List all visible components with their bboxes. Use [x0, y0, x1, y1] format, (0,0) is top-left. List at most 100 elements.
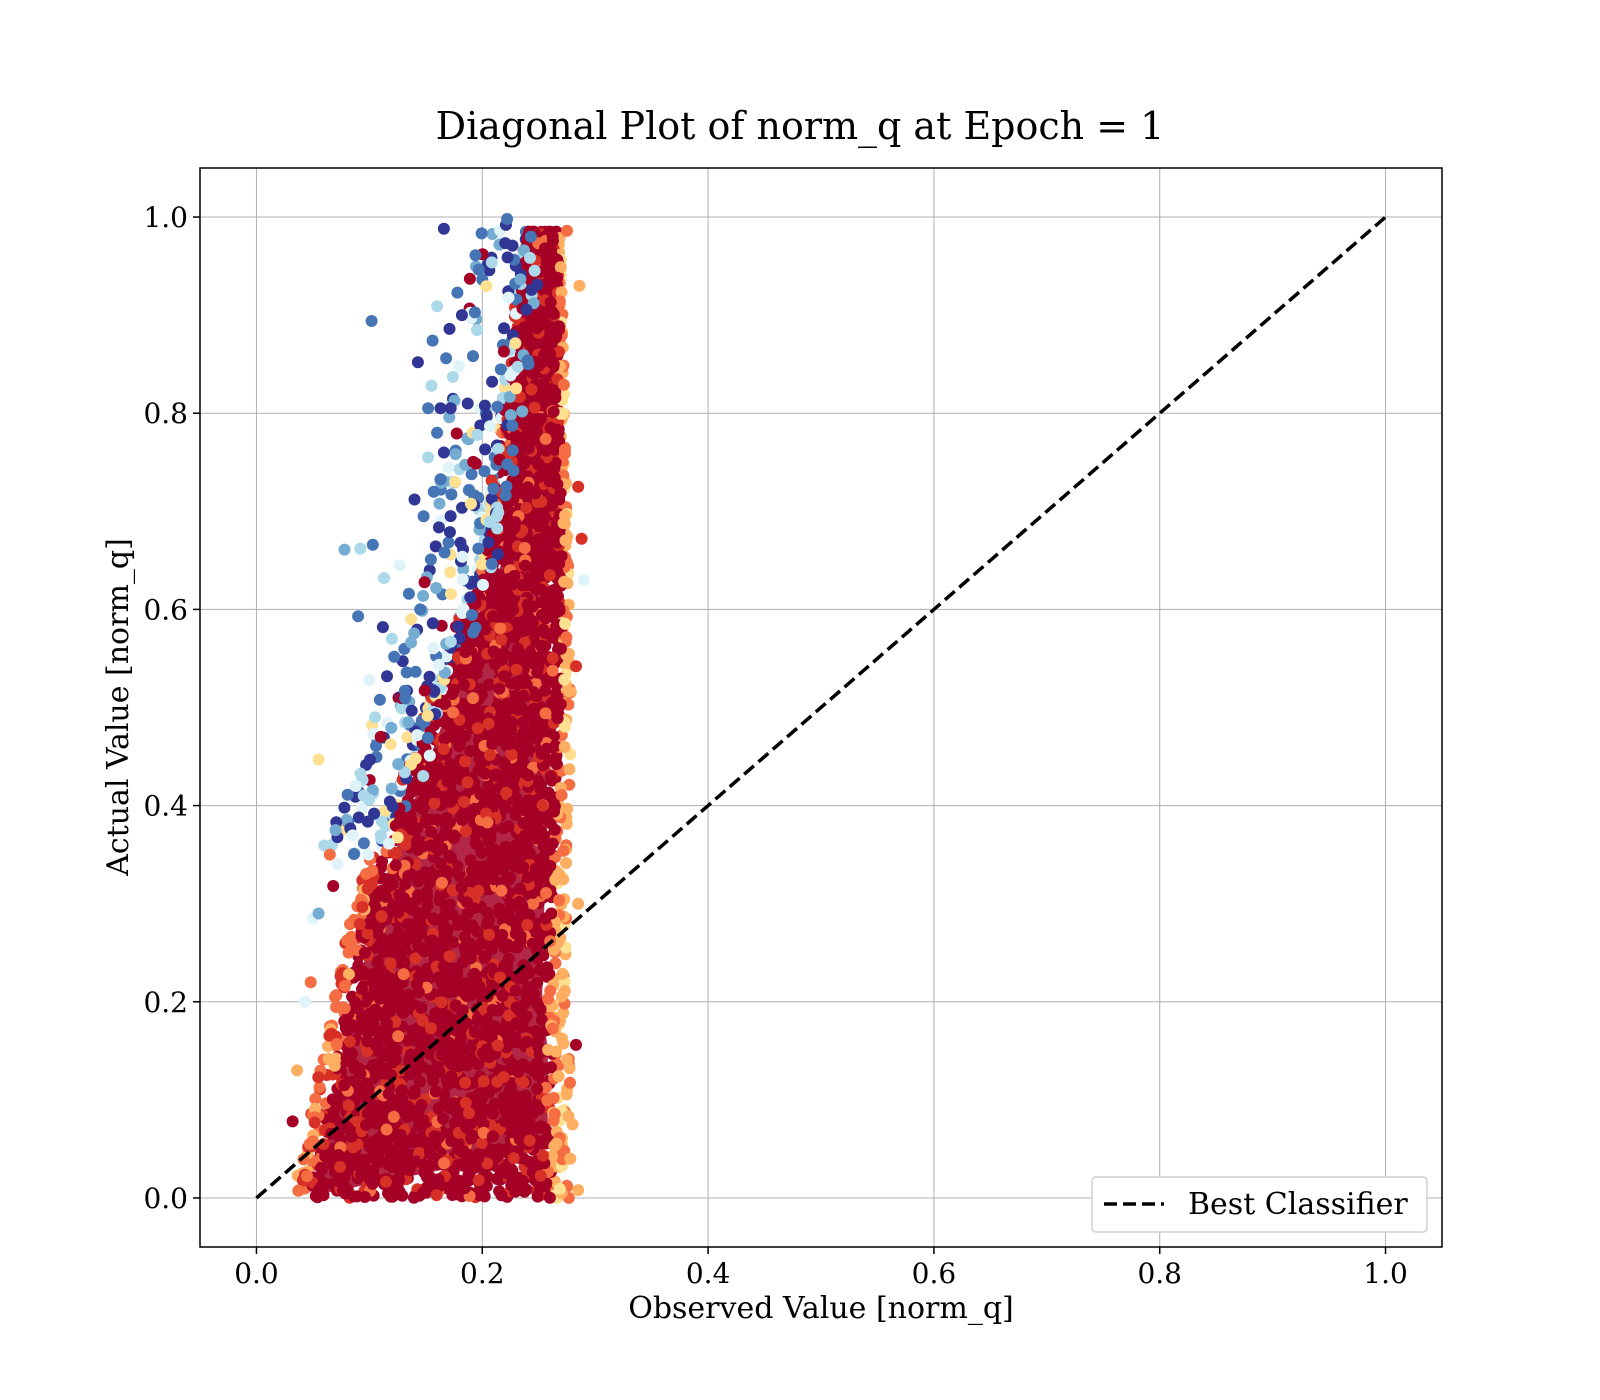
scatter-point [379, 969, 392, 982]
scatter-point [509, 429, 522, 442]
scatter-point [499, 489, 512, 502]
scatter-point [376, 986, 389, 999]
scatter-point [393, 559, 406, 572]
scatter-point [501, 251, 514, 264]
scatter-point [563, 685, 576, 698]
scatter-point [478, 465, 491, 478]
scatter-point [441, 791, 454, 803]
scatter-point [323, 848, 336, 861]
scatter-point [491, 1075, 504, 1088]
scatter-point [477, 578, 489, 591]
scatter-point [528, 264, 541, 277]
scatter-point [363, 1140, 376, 1153]
scatter-point [446, 688, 459, 701]
scatter-point [555, 789, 568, 802]
scatter-point [558, 575, 571, 588]
legend-box [1091, 1176, 1428, 1233]
scatter-point [347, 1141, 360, 1154]
scatter-point [468, 306, 481, 319]
scatter-point [434, 857, 447, 870]
scatter-point [355, 802, 368, 815]
scatter-point [535, 1013, 548, 1026]
scatter-point [448, 829, 461, 842]
scatter-point [493, 971, 506, 984]
scatter-point [385, 782, 398, 795]
scatter-point [423, 670, 436, 683]
scatter-point [480, 918, 493, 931]
scatter-point [509, 629, 522, 641]
scatter-point [454, 1044, 467, 1057]
scatter-point [501, 697, 514, 710]
scatter-point [479, 623, 492, 636]
scatter-point [553, 604, 566, 617]
scatter-point [521, 598, 534, 611]
scatter-point [501, 938, 514, 951]
scatter-point [547, 358, 560, 371]
scatter-point [390, 847, 403, 860]
scatter-point [492, 796, 505, 809]
scatter-point [426, 334, 439, 347]
y-tick-label: 0.4 [143, 790, 188, 823]
scatter-point [421, 962, 433, 975]
scatter-point [511, 972, 524, 985]
scatter-point [391, 831, 404, 844]
scatter-point [412, 889, 424, 901]
scatter-point [378, 572, 390, 584]
scatter-point [411, 729, 424, 742]
scatter-point [541, 1094, 554, 1107]
scatter-point [352, 811, 365, 824]
scatter-point [304, 976, 317, 989]
scatter-point [313, 1081, 326, 1094]
scatter-point [537, 1149, 549, 1162]
scatter-point [482, 717, 495, 730]
scatter-point [421, 731, 434, 744]
scatter-point [479, 828, 492, 841]
scatter-point [546, 1022, 559, 1035]
scatter-point [444, 566, 457, 579]
scatter-point [291, 1064, 304, 1077]
scatter-point [526, 937, 539, 950]
scatter-point [541, 529, 554, 541]
scatter-point [319, 1150, 332, 1163]
scatter-point [534, 1003, 547, 1016]
scatter-point [486, 738, 499, 750]
scatter-point [472, 263, 485, 276]
scatter-point [354, 542, 367, 555]
scatter-point [534, 964, 547, 977]
scatter-point [504, 409, 517, 422]
scatter-point [316, 1179, 328, 1192]
scatter-point [381, 1017, 393, 1030]
scatter-point [428, 786, 441, 799]
scatter-point [389, 1053, 402, 1066]
scatter-point [430, 1189, 443, 1202]
scatter-point [484, 420, 496, 433]
scatter-point [398, 859, 411, 872]
scatter-point [376, 621, 389, 634]
scatter-point [464, 874, 477, 887]
legend: Best Classifier [1091, 1176, 1428, 1233]
scatter-point [509, 847, 522, 860]
scatter-point [408, 493, 421, 506]
scatter-point [379, 890, 392, 903]
scatter-point [397, 968, 410, 981]
scatter-point [546, 1150, 559, 1163]
scatter-point [389, 1131, 402, 1144]
scatter-point [437, 1112, 449, 1125]
scatter-point [525, 383, 538, 396]
scatter-point [356, 983, 368, 996]
scatter-point [497, 345, 510, 358]
scatter-point [546, 652, 559, 665]
scatter-point [534, 1169, 547, 1182]
scatter-point [465, 468, 478, 481]
scatter-point [557, 378, 570, 391]
scatter-point [447, 1165, 460, 1178]
scatter-point [388, 650, 401, 663]
scatter-point [485, 1031, 498, 1043]
scatter-point [444, 402, 457, 415]
scatter-point [366, 1170, 379, 1183]
scatter-point [520, 624, 533, 636]
scatter-point [463, 708, 476, 721]
scatter-point [349, 996, 362, 1009]
scatter-point [393, 888, 406, 901]
scatter-point [357, 837, 370, 850]
